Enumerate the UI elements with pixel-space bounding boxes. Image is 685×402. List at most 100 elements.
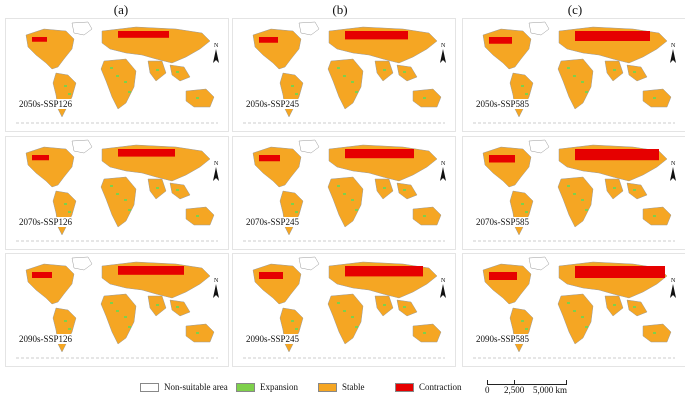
australia-landmass — [642, 206, 672, 226]
north-label: N — [671, 278, 676, 284]
scale-bar-line — [487, 380, 567, 385]
legend-contraction: Contraction — [395, 381, 462, 393]
north-america-landmass — [252, 263, 302, 305]
southeast-asia-landmass — [396, 299, 418, 317]
south-america-landmass — [52, 307, 77, 353]
south-america-landmass — [279, 72, 304, 118]
contraction-eurasia — [575, 266, 665, 278]
expansion-patch — [176, 306, 179, 308]
expansion-patch — [351, 316, 354, 318]
world-map: N — [243, 256, 446, 359]
greenland-landmass — [71, 139, 93, 154]
expansion-patch — [383, 69, 386, 71]
contraction-eurasia — [118, 266, 184, 275]
southeast-asia-landmass — [169, 299, 191, 317]
legend-label-contraction: Contraction — [419, 382, 462, 392]
map-panel: N 2070s-SSP585 — [462, 136, 685, 250]
panel-label: 2090s-SSP126 — [18, 334, 74, 344]
australia-landmass — [185, 206, 215, 226]
north-america-landmass — [25, 28, 75, 70]
expansion-patch — [525, 328, 528, 330]
africa-landmass — [100, 293, 137, 345]
expansion-patch — [291, 320, 294, 322]
expansion-patch — [423, 332, 426, 334]
north-america-landmass — [482, 146, 532, 188]
expansion-patch — [156, 304, 159, 306]
expansion-patch — [343, 75, 346, 77]
expansion-patch — [110, 185, 113, 187]
north-label: N — [441, 43, 446, 49]
panel-label: 2050s-SSP585 — [475, 99, 531, 109]
expansion-patch — [653, 97, 656, 99]
north-arrow-icon — [440, 167, 446, 181]
north-america-landmass — [482, 263, 532, 305]
australia-landmass — [185, 323, 215, 343]
expansion-patch — [633, 189, 636, 191]
expansion-patch — [295, 328, 298, 330]
expansion-patch — [196, 215, 199, 217]
column-label-b: (b) — [332, 2, 348, 17]
legend-swatch-contraction — [395, 382, 414, 392]
expansion-patch — [343, 193, 346, 195]
expansion-patch — [156, 69, 159, 71]
contraction-north-america — [32, 272, 52, 278]
expansion-patch — [573, 75, 576, 77]
southeast-asia-landmass — [626, 64, 648, 82]
contraction-eurasia — [345, 266, 423, 277]
column-label-c: (c) — [567, 2, 583, 17]
north-arrow-icon — [213, 49, 219, 63]
expansion-patch — [196, 332, 199, 334]
contraction-north-america — [489, 272, 517, 280]
south-america-landmass — [52, 72, 77, 118]
greenland-landmass — [71, 256, 93, 271]
world-map: N — [16, 139, 219, 242]
north-label: N — [671, 161, 676, 167]
map-panel: N 2090s-SSP245 — [232, 253, 456, 367]
map-panel: N 2050s-SSP245 — [232, 18, 456, 132]
north-label: N — [671, 43, 676, 49]
north-label: N — [214, 161, 219, 167]
contraction-north-america — [489, 37, 512, 44]
expansion-patch — [653, 215, 656, 217]
expansion-patch — [403, 71, 406, 73]
africa-landmass — [557, 176, 594, 228]
expansion-patch — [573, 193, 576, 195]
australia-landmass — [642, 323, 672, 343]
expansion-patch — [124, 316, 127, 318]
north-america-landmass — [25, 263, 75, 305]
greenland-landmass — [298, 256, 320, 271]
map-panel: N 2070s-SSP126 — [5, 136, 229, 250]
legend-label-nonsuitable: Non-suitable area — [164, 382, 228, 392]
map-panel: N 2090s-SSP126 — [5, 253, 229, 367]
contraction-north-america — [489, 155, 515, 163]
world-map: N — [473, 21, 676, 124]
panel-label: 2050s-SSP126 — [18, 99, 74, 109]
contraction-eurasia — [345, 31, 408, 40]
expansion-patch — [613, 187, 616, 189]
expansion-patch — [124, 81, 127, 83]
contraction-north-america — [32, 155, 49, 161]
legend-label-stable: Stable — [342, 382, 365, 392]
world-map: N — [16, 256, 219, 359]
southeast-asia-landmass — [169, 182, 191, 200]
south-america-landmass — [279, 307, 304, 353]
expansion-patch — [64, 85, 67, 87]
expansion-patch — [653, 332, 656, 334]
expansion-patch — [383, 304, 386, 306]
expansion-patch — [176, 189, 179, 191]
world-map: N — [243, 21, 446, 124]
world-map: N — [473, 139, 676, 242]
expansion-patch — [110, 67, 113, 69]
world-map: N — [473, 256, 676, 359]
scale-bar: 0 2,500 5,000 km — [485, 378, 665, 396]
south-america-landmass — [279, 190, 304, 236]
panel-label: 2070s-SSP585 — [475, 217, 531, 227]
map-panel: N 2090s-SSP585 — [462, 253, 685, 367]
africa-landmass — [100, 58, 137, 110]
australia-landmass — [185, 88, 215, 108]
expansion-patch — [355, 91, 358, 93]
panel-label: 2070s-SSP245 — [245, 217, 301, 227]
expansion-patch — [64, 320, 67, 322]
expansion-patch — [613, 304, 616, 306]
expansion-patch — [585, 91, 588, 93]
